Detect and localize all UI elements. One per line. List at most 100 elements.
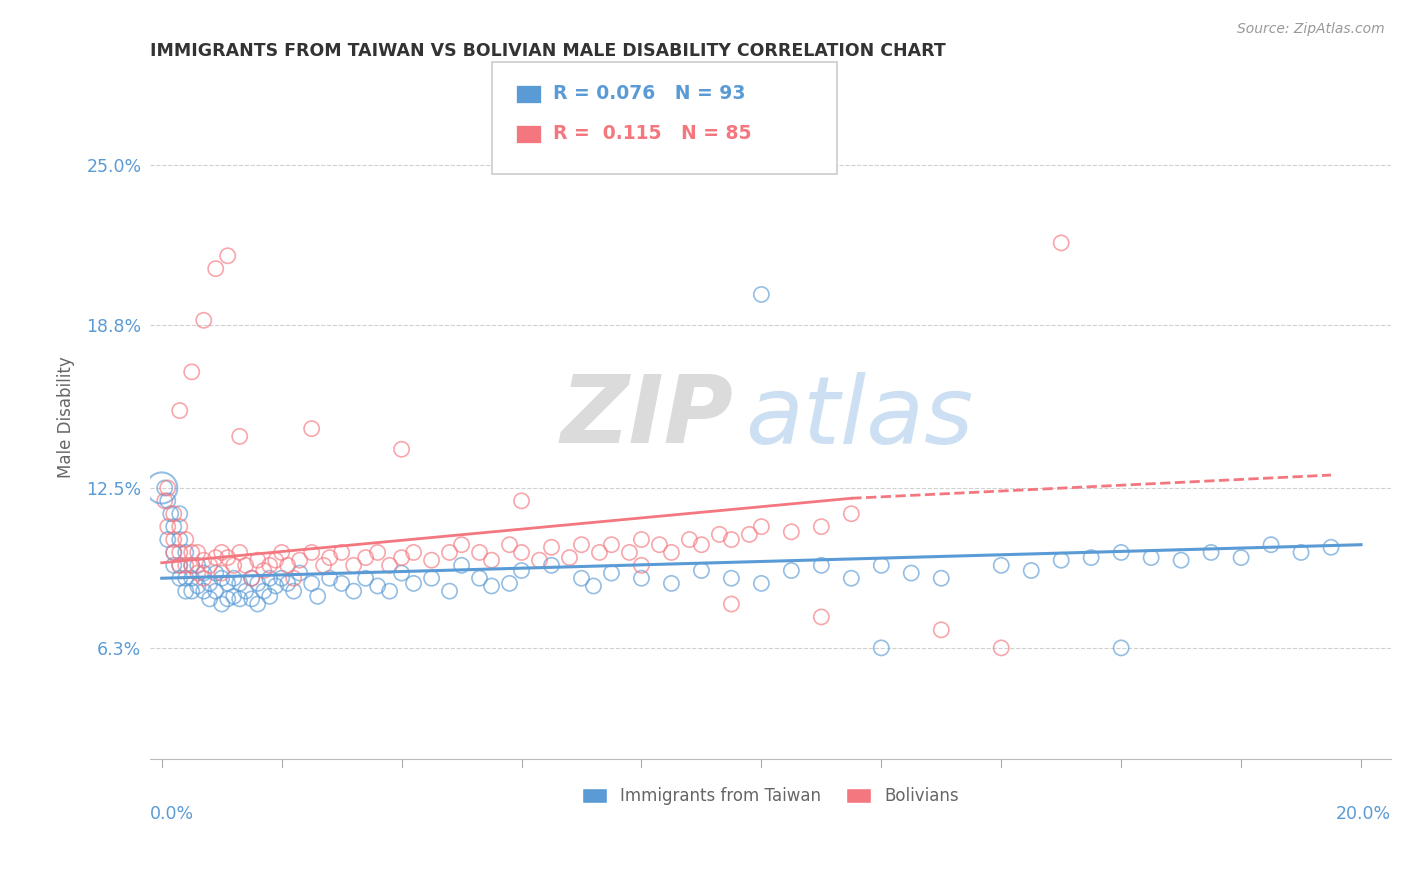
Point [169, 403, 191, 417]
Point [259, 558, 281, 573]
Point [163, 519, 186, 533]
Point [169, 558, 191, 573]
Point [283, 571, 305, 585]
Point [163, 545, 186, 559]
Point [498, 538, 520, 552]
Point [450, 538, 472, 552]
Point [211, 566, 233, 580]
Legend: Immigrants from Taiwan, Bolivians: Immigrants from Taiwan, Bolivians [575, 780, 966, 812]
Point [180, 584, 202, 599]
Point [288, 566, 311, 580]
Point [391, 442, 413, 457]
Point [630, 558, 652, 573]
Point [810, 610, 832, 624]
Point [204, 566, 226, 580]
Point [1019, 564, 1042, 578]
Point [468, 571, 491, 585]
Point [690, 538, 713, 552]
Point [1050, 235, 1073, 250]
Point [870, 640, 893, 655]
Point [720, 571, 742, 585]
Point [169, 558, 191, 573]
Point [217, 591, 239, 606]
Point [661, 576, 683, 591]
Point [222, 558, 245, 573]
Point [180, 365, 202, 379]
Point [510, 564, 533, 578]
Point [810, 558, 832, 573]
Point [169, 545, 191, 559]
Point [193, 571, 215, 585]
Point [709, 527, 731, 541]
Point [354, 550, 377, 565]
Point [264, 553, 287, 567]
Point [180, 571, 202, 585]
Point [198, 558, 221, 573]
Point [571, 538, 593, 552]
Point [174, 545, 197, 559]
Point [246, 597, 269, 611]
Point [1109, 640, 1132, 655]
Point [163, 558, 186, 573]
Point [174, 584, 197, 599]
Point [187, 579, 209, 593]
Point [1260, 538, 1282, 552]
Point [187, 545, 209, 559]
Point [259, 590, 281, 604]
Point [204, 261, 226, 276]
Point [751, 519, 773, 533]
Point [187, 566, 209, 580]
Point [1320, 541, 1343, 555]
Point [720, 597, 742, 611]
Point [439, 584, 461, 599]
Text: ZIP: ZIP [560, 371, 733, 463]
Point [402, 576, 425, 591]
Point [630, 533, 652, 547]
Point [571, 571, 593, 585]
Point [150, 481, 173, 495]
Point [277, 558, 299, 573]
Point [246, 553, 269, 567]
Point [217, 249, 239, 263]
Point [193, 553, 215, 567]
Point [228, 591, 250, 606]
Point [163, 545, 186, 559]
Point [222, 571, 245, 585]
Point [240, 571, 263, 585]
Point [678, 533, 700, 547]
Point [211, 597, 233, 611]
Point [193, 313, 215, 327]
Point [246, 576, 269, 591]
Point [402, 545, 425, 559]
Point [1080, 550, 1102, 565]
Point [180, 558, 202, 573]
Point [159, 507, 181, 521]
Point [481, 553, 503, 567]
Point [738, 527, 761, 541]
Point [330, 576, 353, 591]
Point [169, 571, 191, 585]
Point [222, 590, 245, 604]
Point [839, 571, 862, 585]
Point [156, 519, 179, 533]
Point [330, 545, 353, 559]
Point [163, 507, 186, 521]
Point [153, 493, 176, 508]
Point [354, 571, 377, 585]
Point [619, 545, 641, 559]
Point [420, 571, 443, 585]
Point [481, 579, 503, 593]
Point [270, 571, 292, 585]
Point [600, 566, 623, 580]
Point [751, 576, 773, 591]
Point [558, 550, 581, 565]
Point [204, 550, 226, 565]
Point [288, 553, 311, 567]
Point [810, 519, 832, 533]
Point [780, 564, 803, 578]
Point [156, 481, 179, 495]
Point [217, 550, 239, 565]
Point [211, 545, 233, 559]
Point [228, 545, 250, 559]
Point [367, 545, 389, 559]
